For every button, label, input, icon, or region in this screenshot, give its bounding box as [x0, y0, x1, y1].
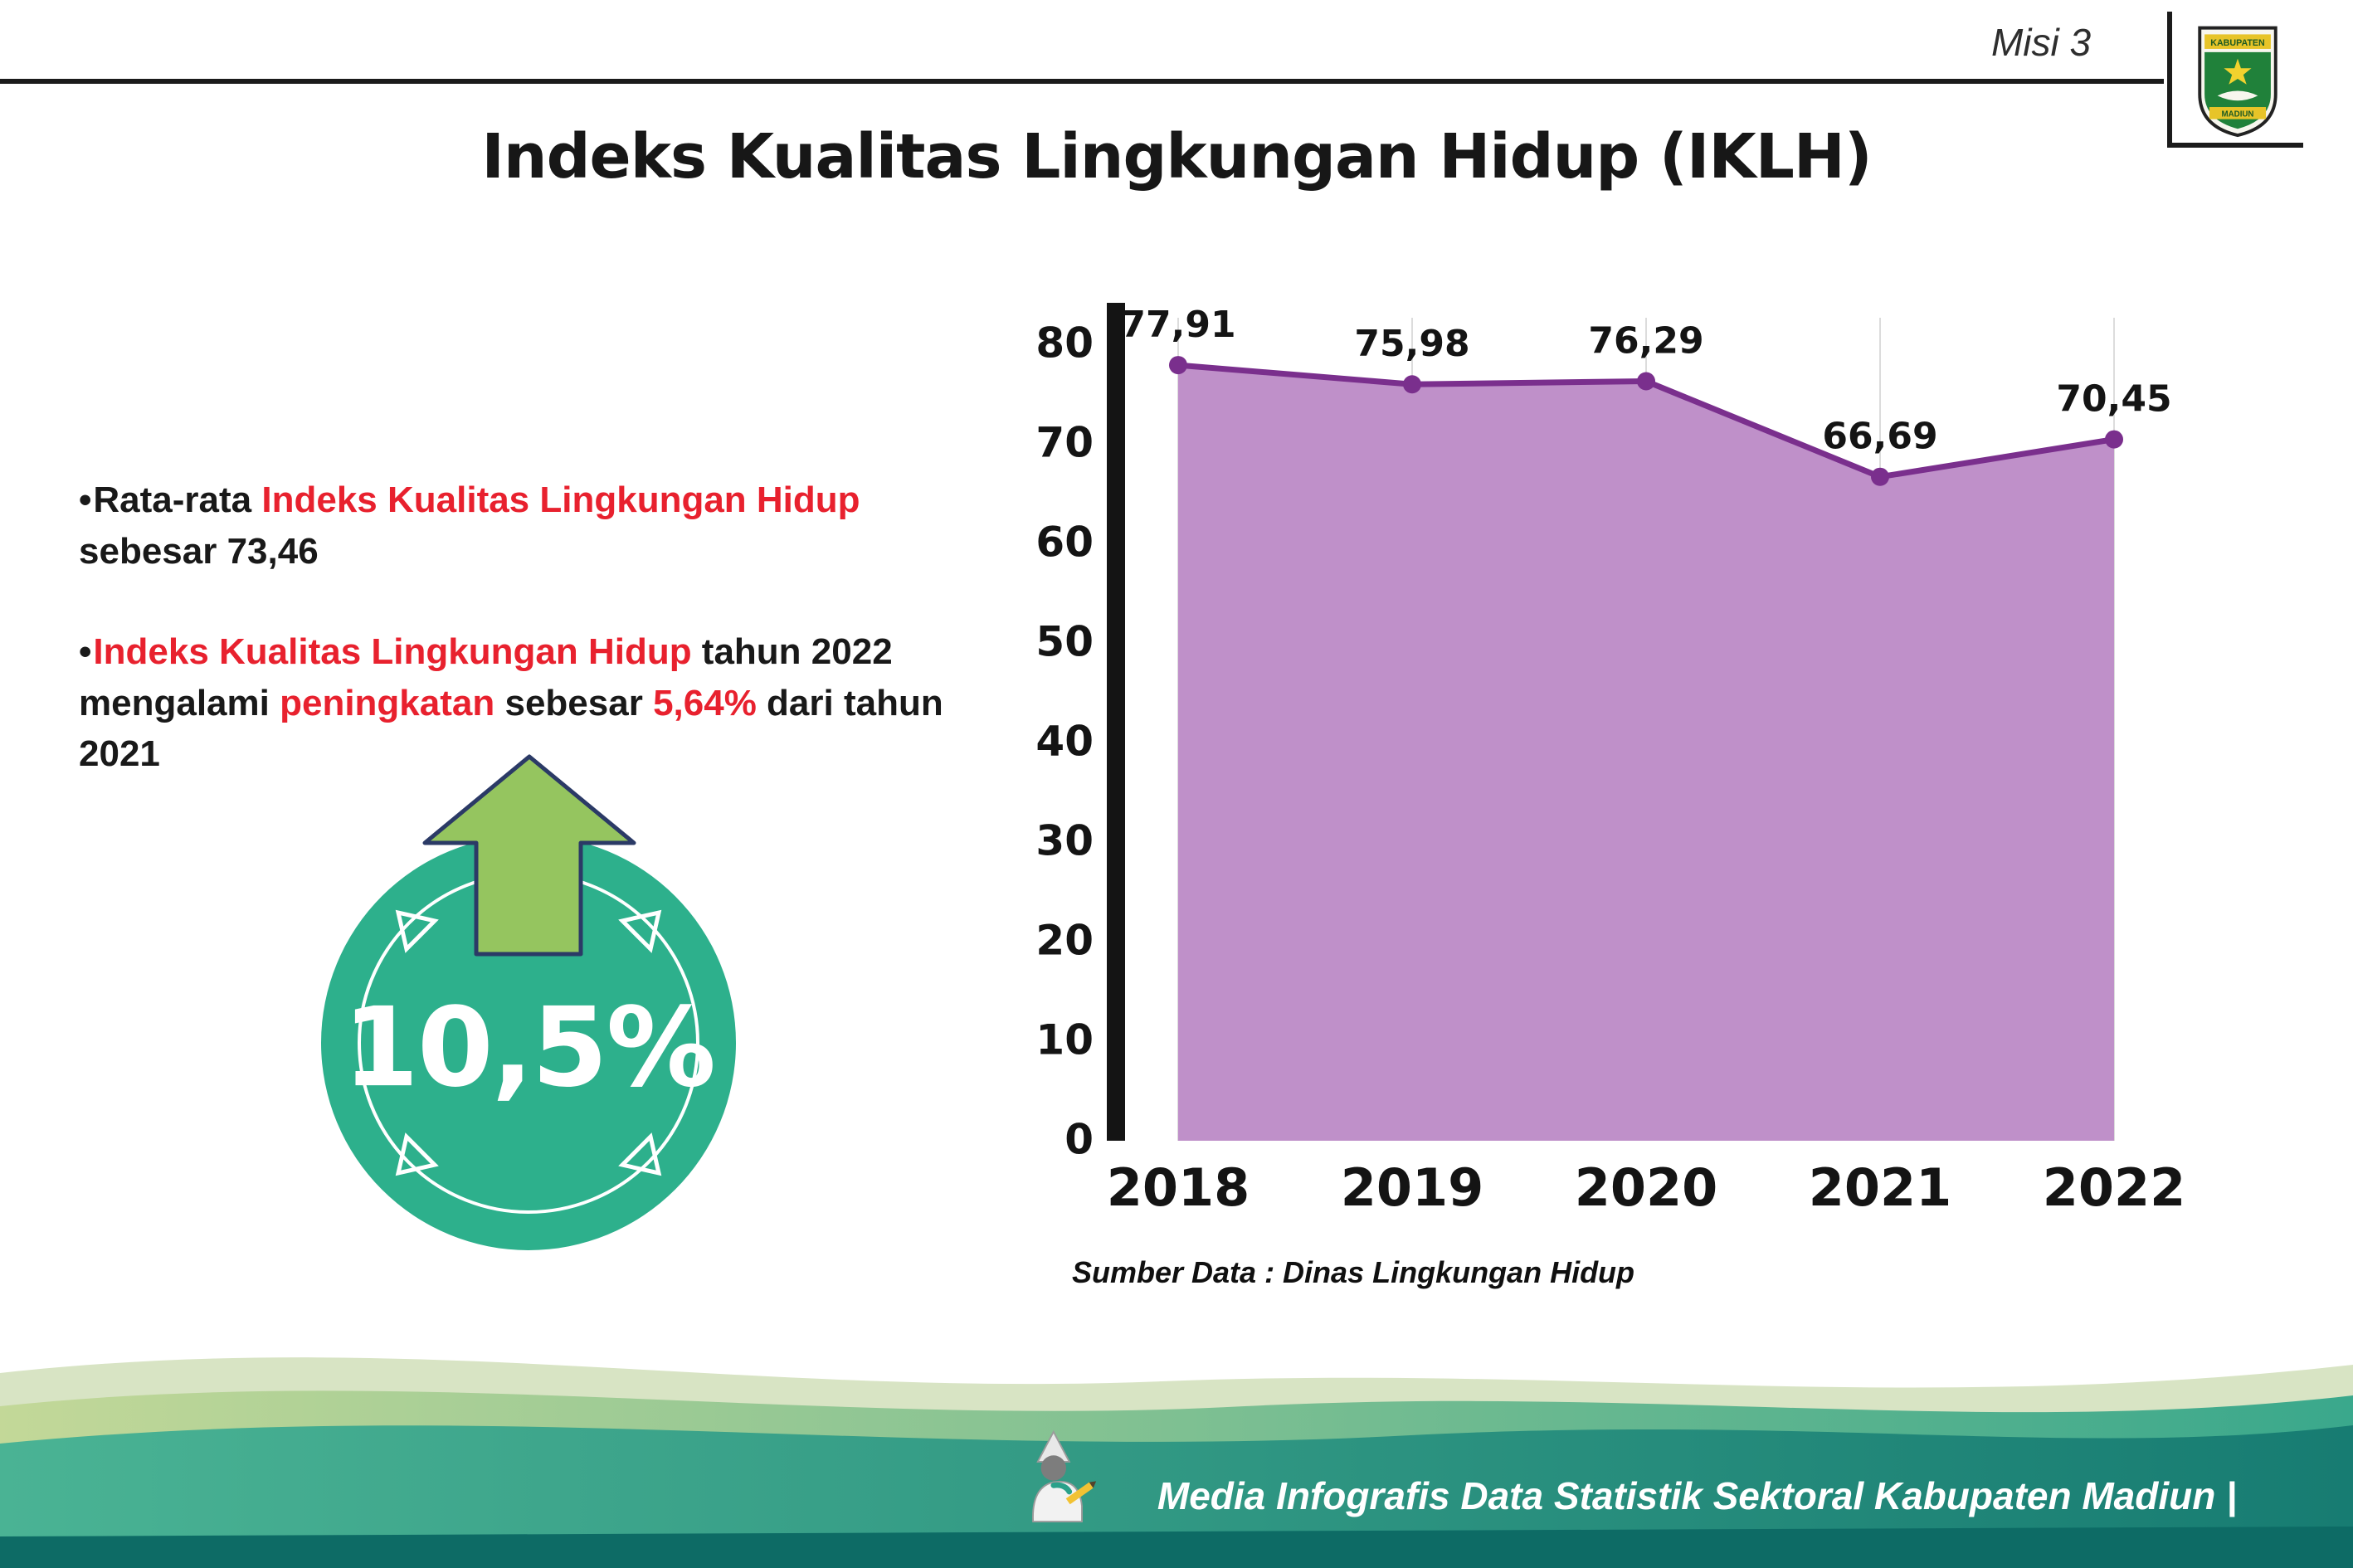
y-tick-label: 20: [1035, 917, 1094, 965]
value-label: 66,69: [1822, 416, 1937, 458]
x-tick-label: 2022: [2043, 1157, 2186, 1218]
bullet-marker: •: [79, 631, 92, 673]
value-label: 75,98: [1354, 323, 1469, 365]
up-arrow-icon: [422, 754, 636, 957]
y-tick-label: 50: [1035, 618, 1094, 666]
page-title: Indeks Kualitas Lingkungan Hidup (IKLH): [481, 121, 1872, 192]
bullet-text-segment: 5,64%: [653, 682, 757, 723]
badge-percentage: 10,5%: [343, 984, 716, 1113]
data-point: [1871, 467, 1889, 486]
bullet-text-segment: sebesar 73,46: [79, 530, 319, 572]
footer-caption: Media Infografis Data Statistik Sektoral…: [1157, 1474, 2237, 1517]
bullet-item: •Rata-rata Indeks Kualitas Lingkungan Hi…: [79, 475, 983, 577]
y-tick-label: 30: [1035, 817, 1094, 865]
bullet-text-segment: Indeks Kualitas Lingkungan Hidup: [93, 631, 692, 673]
iklh-chart-container: 0 10 20 30 40 50 60 70 80 77,91 2018 75,98 2019 76,29…: [1021, 295, 2207, 1348]
x-tick-label: 2018: [1107, 1157, 1250, 1218]
kabupaten-madiun-logo-icon: KABUPATEN MADIUN: [2198, 26, 2277, 138]
y-tick-label: 10: [1035, 1016, 1094, 1064]
misi-label: Misi 3: [1990, 21, 2092, 64]
y-tick-label: 70: [1035, 419, 1094, 467]
x-tick-label: 2021: [1809, 1157, 1952, 1218]
bullet-text-segment: sebesar: [494, 682, 654, 723]
logo-text-top: KABUPATEN: [2210, 38, 2265, 48]
bullet-text-segment: tahun 2022 mengalami: [79, 631, 893, 723]
data-point: [1169, 356, 1187, 375]
y-tick-label: 60: [1035, 519, 1094, 567]
bullet-text-segment: peningkatan: [280, 682, 495, 723]
iklh-area-chart: 0 10 20 30 40 50 60 70 80 77,91 2018 75,98 2019 76,29…: [1035, 303, 2186, 1218]
mascot-icon: [1032, 1429, 1097, 1523]
data-point: [1637, 372, 1655, 391]
data-point: [2105, 430, 2123, 449]
footer-waves: [0, 1357, 2353, 1568]
bullet-text-segment: Rata-rata: [93, 480, 262, 520]
value-label: 76,29: [1588, 320, 1703, 363]
bullet-item: •Indeks Kualitas Lingkungan Hidup tahun …: [79, 626, 983, 780]
bullets: •Rata-rata Indeks Kualitas Lingkungan Hi…: [79, 475, 983, 830]
x-tick-label: 2020: [1575, 1157, 1718, 1218]
value-label: 70,45: [2056, 378, 2171, 421]
y-tick-label: 80: [1035, 319, 1094, 368]
y-tick-label: 0: [1064, 1116, 1094, 1164]
y-tick-label: 40: [1035, 718, 1094, 766]
logo-frame: KABUPATEN MADIUN: [2167, 12, 2303, 148]
header-rule: [0, 79, 2164, 84]
area-fill: [1178, 365, 2114, 1141]
bullet-text-segment: Indeks Kualitas Lingkungan Hidup: [261, 480, 860, 520]
logo-text-bottom: MADIUN: [2222, 110, 2254, 119]
chart-source-note: Sumber Data : Dinas Lingkungan Hidup: [1072, 1255, 1635, 1289]
data-point: [1403, 375, 1421, 394]
value-label: 77,91: [1120, 304, 1235, 346]
bullet-marker: •: [79, 480, 92, 520]
x-tick-label: 2019: [1341, 1157, 1484, 1218]
y-axis-bar: [1107, 303, 1125, 1141]
bullet-text-segment: dari tahun 2021: [79, 682, 943, 775]
